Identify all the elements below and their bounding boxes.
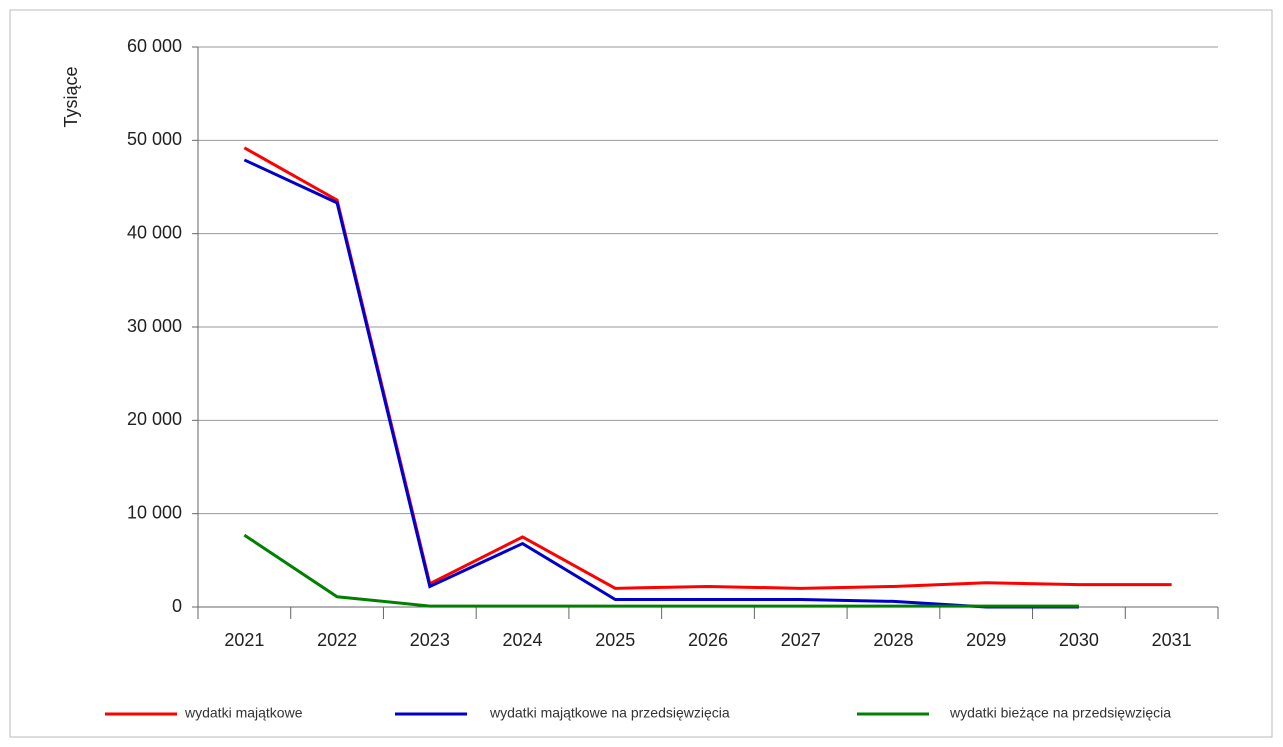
y-tick-label: 40 000	[127, 222, 182, 242]
x-tick-label: 2025	[595, 630, 635, 650]
y-tick-label: 30 000	[127, 316, 182, 336]
x-tick-label: 2028	[873, 630, 913, 650]
legend-label: wydatki bieżące na przedsięwzięcia	[949, 705, 1171, 721]
x-tick-label: 2029	[966, 630, 1006, 650]
y-tick-label: 20 000	[127, 409, 182, 429]
x-tick-label: 2027	[781, 630, 821, 650]
data-line	[243, 158, 1079, 609]
legend-label: wydatki majątkowe	[184, 705, 303, 721]
x-tick-label: 2026	[688, 630, 728, 650]
y-tick-label: 10 000	[127, 502, 182, 522]
legend-label: wydatki majątkowe na przedsięwzięcia	[489, 705, 730, 721]
x-tick-label: 2023	[410, 630, 450, 650]
y-axis-title: Tysiące	[61, 66, 81, 127]
data-line	[243, 533, 1079, 608]
x-tick-label: 2024	[503, 630, 543, 650]
chart-frame	[9, 9, 1273, 738]
y-tick-label: 0	[172, 596, 182, 616]
y-tick-label: 60 000	[127, 36, 182, 56]
y-tick-label: 50 000	[127, 129, 182, 149]
x-tick-label: 2030	[1059, 630, 1099, 650]
x-tick-label: 2021	[224, 630, 264, 650]
x-tick-label: 2031	[1152, 630, 1192, 650]
x-tick-label: 2022	[317, 630, 357, 650]
